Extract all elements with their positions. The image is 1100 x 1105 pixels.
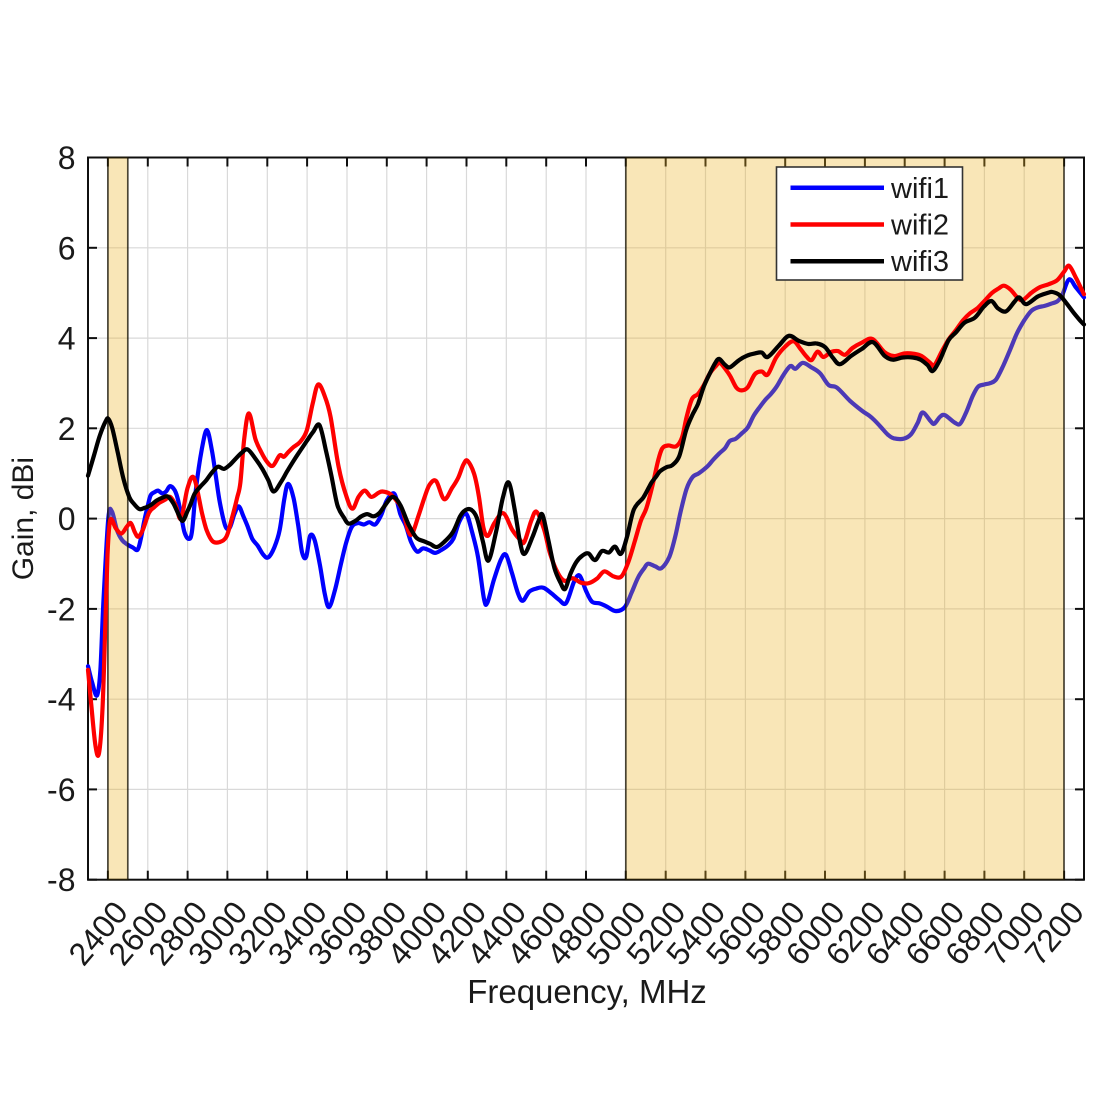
svg-text:0: 0 [58, 501, 76, 537]
svg-text:2: 2 [58, 411, 76, 447]
svg-text:8: 8 [58, 140, 76, 176]
svg-text:Gain, dBi: Gain, dBi [7, 457, 40, 580]
svg-text:wifi1: wifi1 [890, 173, 949, 205]
svg-text:-6: -6 [47, 772, 75, 808]
svg-text:-2: -2 [47, 591, 75, 627]
svg-text:Frequency, MHz: Frequency, MHz [467, 973, 707, 1010]
svg-text:6: 6 [58, 230, 76, 266]
svg-text:wifi2: wifi2 [890, 210, 949, 242]
svg-text:4: 4 [58, 321, 76, 357]
svg-text:wifi3: wifi3 [890, 246, 949, 278]
svg-text:-8: -8 [47, 862, 75, 898]
svg-text:-4: -4 [47, 682, 75, 718]
